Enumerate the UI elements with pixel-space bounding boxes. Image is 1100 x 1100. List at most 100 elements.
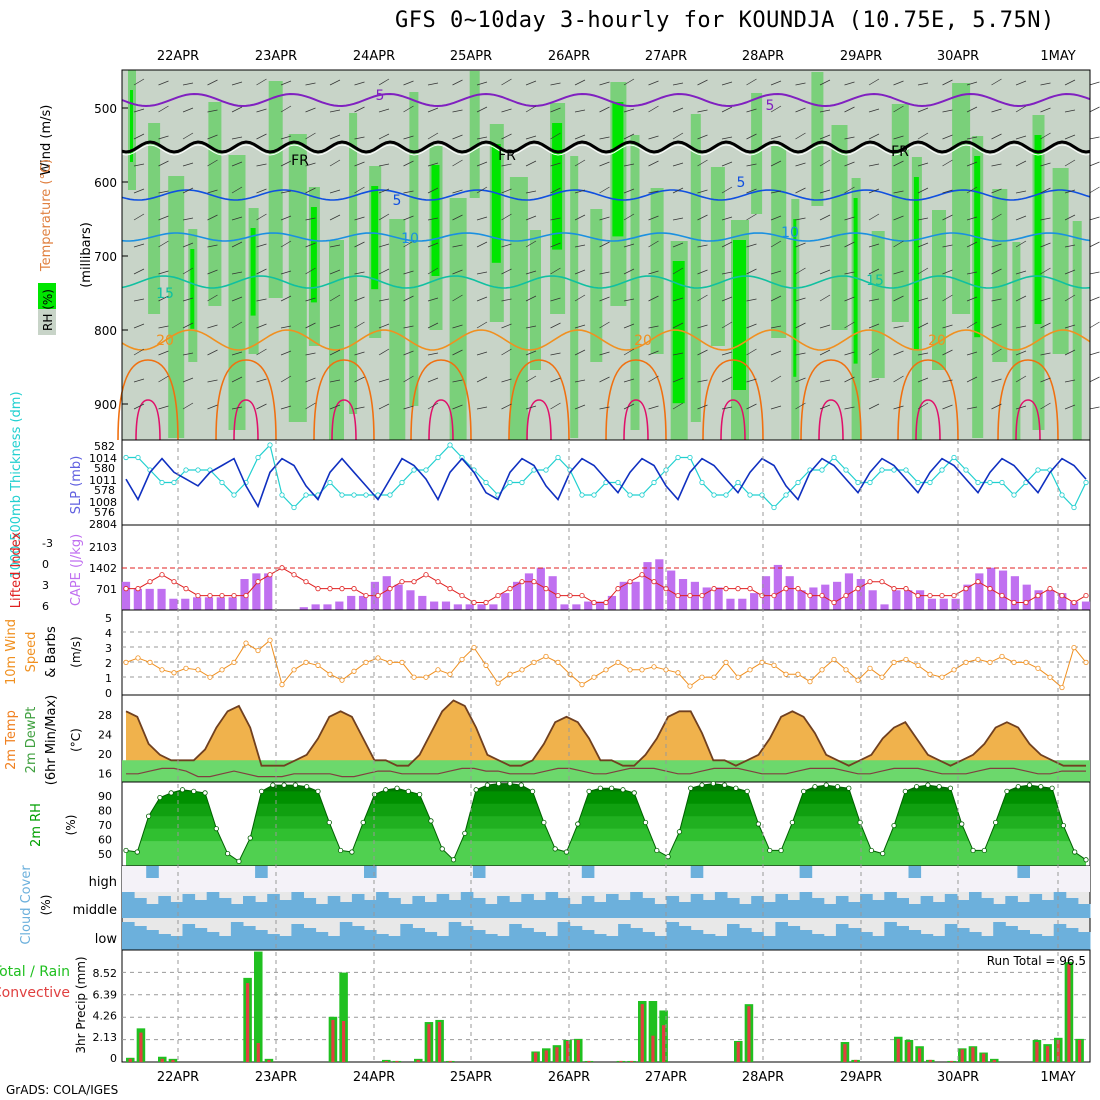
cloud-low-bar xyxy=(122,922,135,950)
wind-barb xyxy=(550,322,561,329)
precip-conv-bar xyxy=(331,1019,335,1062)
cloud-middle-bar xyxy=(194,900,208,918)
wind-speed-line-point xyxy=(663,667,669,673)
wind-barb xyxy=(770,80,782,86)
precip-conv-bar xyxy=(256,1043,260,1062)
wind-barb xyxy=(280,240,292,248)
wind-barb xyxy=(721,406,733,410)
wind-barb xyxy=(770,295,782,302)
wind-barb xyxy=(525,350,537,356)
thickness-line-point xyxy=(999,479,1005,486)
rh-line-point xyxy=(145,813,152,819)
wind-barb xyxy=(917,297,929,302)
rh-band-mid xyxy=(288,134,307,422)
wind-barb xyxy=(476,186,488,194)
rh-band-mid xyxy=(570,156,579,438)
cloud-low-bar xyxy=(642,932,655,950)
rh-line-point xyxy=(450,857,457,863)
wind-barb xyxy=(599,81,610,86)
precip-conv-bar xyxy=(128,1058,132,1062)
wind-barb xyxy=(942,159,953,167)
wind-barb xyxy=(648,215,659,221)
wind-barb xyxy=(280,215,292,221)
wind-barb xyxy=(868,378,880,383)
precip-conv-bar xyxy=(854,1059,858,1062)
thickness-line-point xyxy=(975,479,981,486)
wind-barb xyxy=(305,267,316,275)
rh-line-point xyxy=(902,788,908,794)
lifted-index-line-point xyxy=(1047,586,1053,592)
rh-line-point xyxy=(1026,782,1033,788)
cloud-low-bar xyxy=(158,934,171,950)
wind-barb xyxy=(329,159,341,167)
cape-bar xyxy=(833,581,842,610)
wind-barb xyxy=(893,405,904,410)
wind-speed-line-point xyxy=(723,659,729,666)
rh-line-point xyxy=(1072,849,1078,855)
wind-barb xyxy=(476,296,488,302)
wind-barb xyxy=(550,352,561,356)
wind-barb xyxy=(1064,349,1076,356)
wind-barb xyxy=(305,402,316,410)
wind-barb xyxy=(672,107,684,113)
dewpoint-line xyxy=(126,767,1086,778)
wind-barb xyxy=(403,215,414,221)
wind-speed-line-point xyxy=(543,653,549,660)
wind-barb xyxy=(648,325,659,329)
wind-barb xyxy=(427,107,439,113)
wind-barb xyxy=(280,375,292,383)
wind-barb xyxy=(182,402,194,410)
rh-band-high xyxy=(1034,135,1042,324)
cape-bar xyxy=(809,587,818,610)
wind-barb xyxy=(207,214,218,221)
wind-barb xyxy=(917,377,929,383)
wind-barb xyxy=(697,244,708,248)
wind-speed-line-point xyxy=(123,659,129,666)
wind-barb xyxy=(476,161,488,167)
wind-speed-line-point xyxy=(1047,674,1053,680)
precip-conv-bar xyxy=(160,1058,164,1062)
precip-conv-bar xyxy=(438,1022,442,1062)
cape-bar xyxy=(1046,590,1055,610)
wind-barb xyxy=(476,406,488,410)
wind-barb xyxy=(574,269,586,275)
wind-barb xyxy=(305,187,316,194)
cloud-middle-bar xyxy=(908,904,922,918)
rh-band-high xyxy=(552,123,563,250)
cape-bar xyxy=(560,604,569,610)
wind-barb xyxy=(623,213,635,221)
precip-conv-bar xyxy=(246,983,250,1062)
wind-barb xyxy=(672,132,684,140)
thickness-line-point xyxy=(123,454,129,461)
cloud-middle-bar xyxy=(981,898,994,918)
precip-conv-bar xyxy=(267,1059,271,1062)
wind-barb xyxy=(942,269,953,275)
rh-line-point xyxy=(258,788,265,794)
wind-barb xyxy=(795,162,806,167)
precip-conv-bar xyxy=(971,1047,975,1062)
precip-total-bar xyxy=(648,1001,658,1062)
wind-barb xyxy=(942,404,953,410)
rh-line-point xyxy=(157,794,163,801)
lifted-index-line-point xyxy=(627,579,633,585)
wind-barb xyxy=(452,134,463,140)
wind-barb xyxy=(501,403,512,410)
temp-axis-label-b: 2m DewPt xyxy=(24,707,39,774)
wind-barb xyxy=(672,242,684,248)
wind-speed-line-point xyxy=(279,681,285,688)
date-label-bottom: 29APR xyxy=(840,1070,882,1085)
wind-barb xyxy=(893,135,904,140)
wind-barb xyxy=(182,187,194,194)
cloud-middle-bar xyxy=(872,900,885,918)
wind-barb xyxy=(893,160,904,167)
thickness-line-point xyxy=(723,492,729,498)
rh-band-mid xyxy=(690,114,701,422)
wind-barb xyxy=(427,297,439,302)
wind-barb xyxy=(721,296,733,302)
slp-tick-label: 2804 xyxy=(89,518,117,531)
wind-barb xyxy=(550,217,561,221)
wind-barb xyxy=(770,405,782,410)
wind-barb xyxy=(819,269,831,275)
contour-label: FR xyxy=(891,144,909,160)
wind-barb xyxy=(231,186,243,194)
